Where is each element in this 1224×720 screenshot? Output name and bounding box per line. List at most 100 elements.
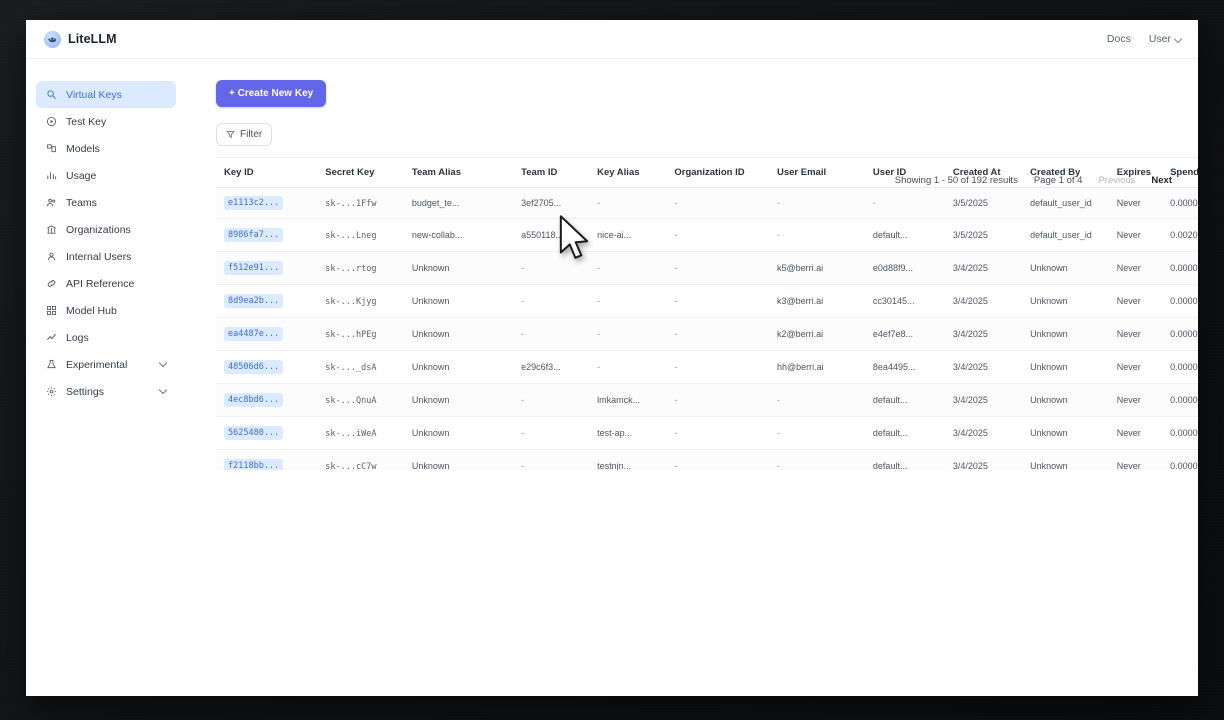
cell-spend: 0.0000 [1170,187,1198,219]
sidebar-item-settings[interactable]: Settings [36,378,176,405]
gear-icon [45,386,57,398]
cell-org-id: - [674,416,777,450]
table-row[interactable]: 8d9ea2b... sk-...Kjyg Unknown - - - k3@berri.a… [216,284,1198,318]
key-id-pill[interactable]: e1113c2... [224,196,284,210]
cell-spend: 0.0000 [1170,350,1198,384]
key-id-pill[interactable]: f2118bb... [224,459,284,470]
cell-text: - [776,461,780,470]
table-row[interactable]: f512e91... sk-...rtog Unknown - - - k5@berri.a… [216,251,1198,285]
play-circle-icon [45,116,57,128]
cell-text: e4ef7e8... [872,329,913,339]
key-id-pill[interactable]: ea4487e... [224,327,284,341]
cell-spend: 0.0000 [1170,284,1198,318]
sidebar-item-test-key[interactable]: Test Key [36,108,176,135]
cell-text: - [674,198,678,208]
cell-created-at: 3/4/2025 [952,383,1031,417]
user-menu[interactable]: User [1149,33,1182,45]
col-spend[interactable]: Spend (USD) [1170,158,1198,188]
sidebar-item-teams[interactable]: Teams [36,189,176,216]
cell-text: 0.0000 [1170,263,1198,273]
brand[interactable]: LiteLLM [44,30,117,48]
cell-text: - [521,461,525,470]
cell-text: a550118... [521,230,564,240]
col-created-at[interactable]: Created At [952,158,1031,188]
cell-team-alias: Unknown [411,416,522,450]
table-row[interactable]: 5625480... sk-...iWeA Unknown - test-ap... - -… [216,416,1198,450]
sidebar-item-label: Teams [66,196,97,209]
key-id-pill[interactable]: f512e91... [224,261,284,275]
cell-text: - [521,263,525,273]
cell-text: Unknown [411,362,450,372]
table-row[interactable]: e1113c2... sk-...1Ffw budget_te... 3ef2705.… [216,187,1198,219]
col-key-alias[interactable]: Key Alias [597,158,675,188]
sidebar-item-usage[interactable]: Usage [36,162,176,189]
table-row[interactable]: 4ec8bd6... sk-...QnuA Unknown - lmkamck... - -… [216,383,1198,417]
cell-text: 3ef2705... [521,198,562,208]
table-row[interactable]: 8986fa7... sk-...Lneg new-collab... a550118… [216,218,1198,252]
chevron-down-icon [160,388,167,395]
col-created-by[interactable]: Created By [1030,158,1117,188]
chevron-down-icon [1175,36,1182,43]
stack-icon [45,143,57,155]
docs-link[interactable]: Docs [1106,33,1131,45]
table-row[interactable]: f2118bb... sk-...cC7w Unknown - testnjn... - -… [216,449,1198,470]
col-secret-key[interactable]: Secret Key [325,158,412,188]
keys-table-scroll[interactable]: Key ID Secret Key Team Alias Team ID Key… [216,157,1198,470]
sidebar-item-virtual-keys[interactable]: Virtual Keys [36,81,176,108]
sidebar-item-experimental[interactable]: Experimental [36,351,176,378]
col-user-id[interactable]: User ID [872,158,953,188]
sidebar-item-logs[interactable]: Logs [36,324,176,351]
sidebar-item-api-reference[interactable]: API Reference [36,270,176,297]
col-team-id[interactable]: Team ID [521,158,598,188]
table-row[interactable]: 48506d6... sk-..._dsA Unknown e29c6f3... - - h… [216,350,1198,384]
litellm-logo-icon [44,30,61,48]
col-team-alias[interactable]: Team Alias [411,158,522,188]
sidebar-item-internal-users[interactable]: Internal Users [36,243,176,270]
cell-text: 0.0000 [1170,395,1198,405]
cell-text: Never [1116,198,1141,208]
cell-key-id: 5625480... [216,416,326,450]
cell-user-email: - [776,416,873,450]
cell-text: - [674,296,678,306]
sidebar-item-models[interactable]: Models [36,135,176,162]
col-user-email[interactable]: User Email [776,158,873,188]
cell-text: nice-ai... [597,230,632,240]
sidebar: Virtual Keys Test Key Models [26,59,186,696]
cell-key-id: f2118bb... [216,449,326,470]
cell-text: - [674,362,678,372]
col-key-id[interactable]: Key ID [216,158,326,188]
create-new-key-button[interactable]: + Create New Key [216,80,327,107]
cell-secret-key: sk-...1Ffw [325,187,412,219]
cell-text: k5@berri.ai [776,263,824,273]
cell-text: default... [872,461,908,470]
cell-text: Never [1116,461,1141,470]
table-row[interactable]: ea4487e... sk-...hPEg Unknown - - - k2@berri.a… [216,317,1198,351]
cell-team-id: - [521,416,598,450]
cell-text: Unknown [411,395,450,405]
previous-page-button[interactable]: Previous [1098,175,1136,186]
bank-icon [45,224,57,236]
cell-spend: 0.0000 [1170,449,1198,470]
key-id-pill[interactable]: 8986fa7... [224,228,284,242]
col-expires[interactable]: Expires [1116,158,1171,188]
cell-key-alias: - [597,284,675,318]
sidebar-item-model-hub[interactable]: Model Hub [36,297,176,324]
cell-key-id: 4ec8bd6... [216,383,326,417]
key-id-pill[interactable]: 4ec8bd6... [224,393,284,407]
cell-created-at: 3/4/2025 [952,284,1031,318]
sidebar-item-label: Models [66,142,100,155]
key-id-pill[interactable]: 48506d6... [224,360,284,374]
col-organization-id[interactable]: Organization ID [674,158,777,188]
next-page-button[interactable]: Next [1151,175,1172,186]
bar-chart-icon [45,170,57,182]
sidebar-item-organizations[interactable]: Organizations [36,216,176,243]
sidebar-item-label: API Reference [66,277,135,290]
cell-text: Unknown [411,329,450,339]
cell-user-email: k2@berri.ai [776,317,873,351]
key-id-pill[interactable]: 5625480... [224,426,284,440]
cell-created-at: 3/5/2025 [952,218,1031,252]
cell-team-id: - [521,383,598,417]
filter-button[interactable]: Filter [216,123,273,146]
key-id-pill[interactable]: 8d9ea2b... [224,294,284,308]
cell-secret-key: sk-...hPEg [325,317,412,351]
